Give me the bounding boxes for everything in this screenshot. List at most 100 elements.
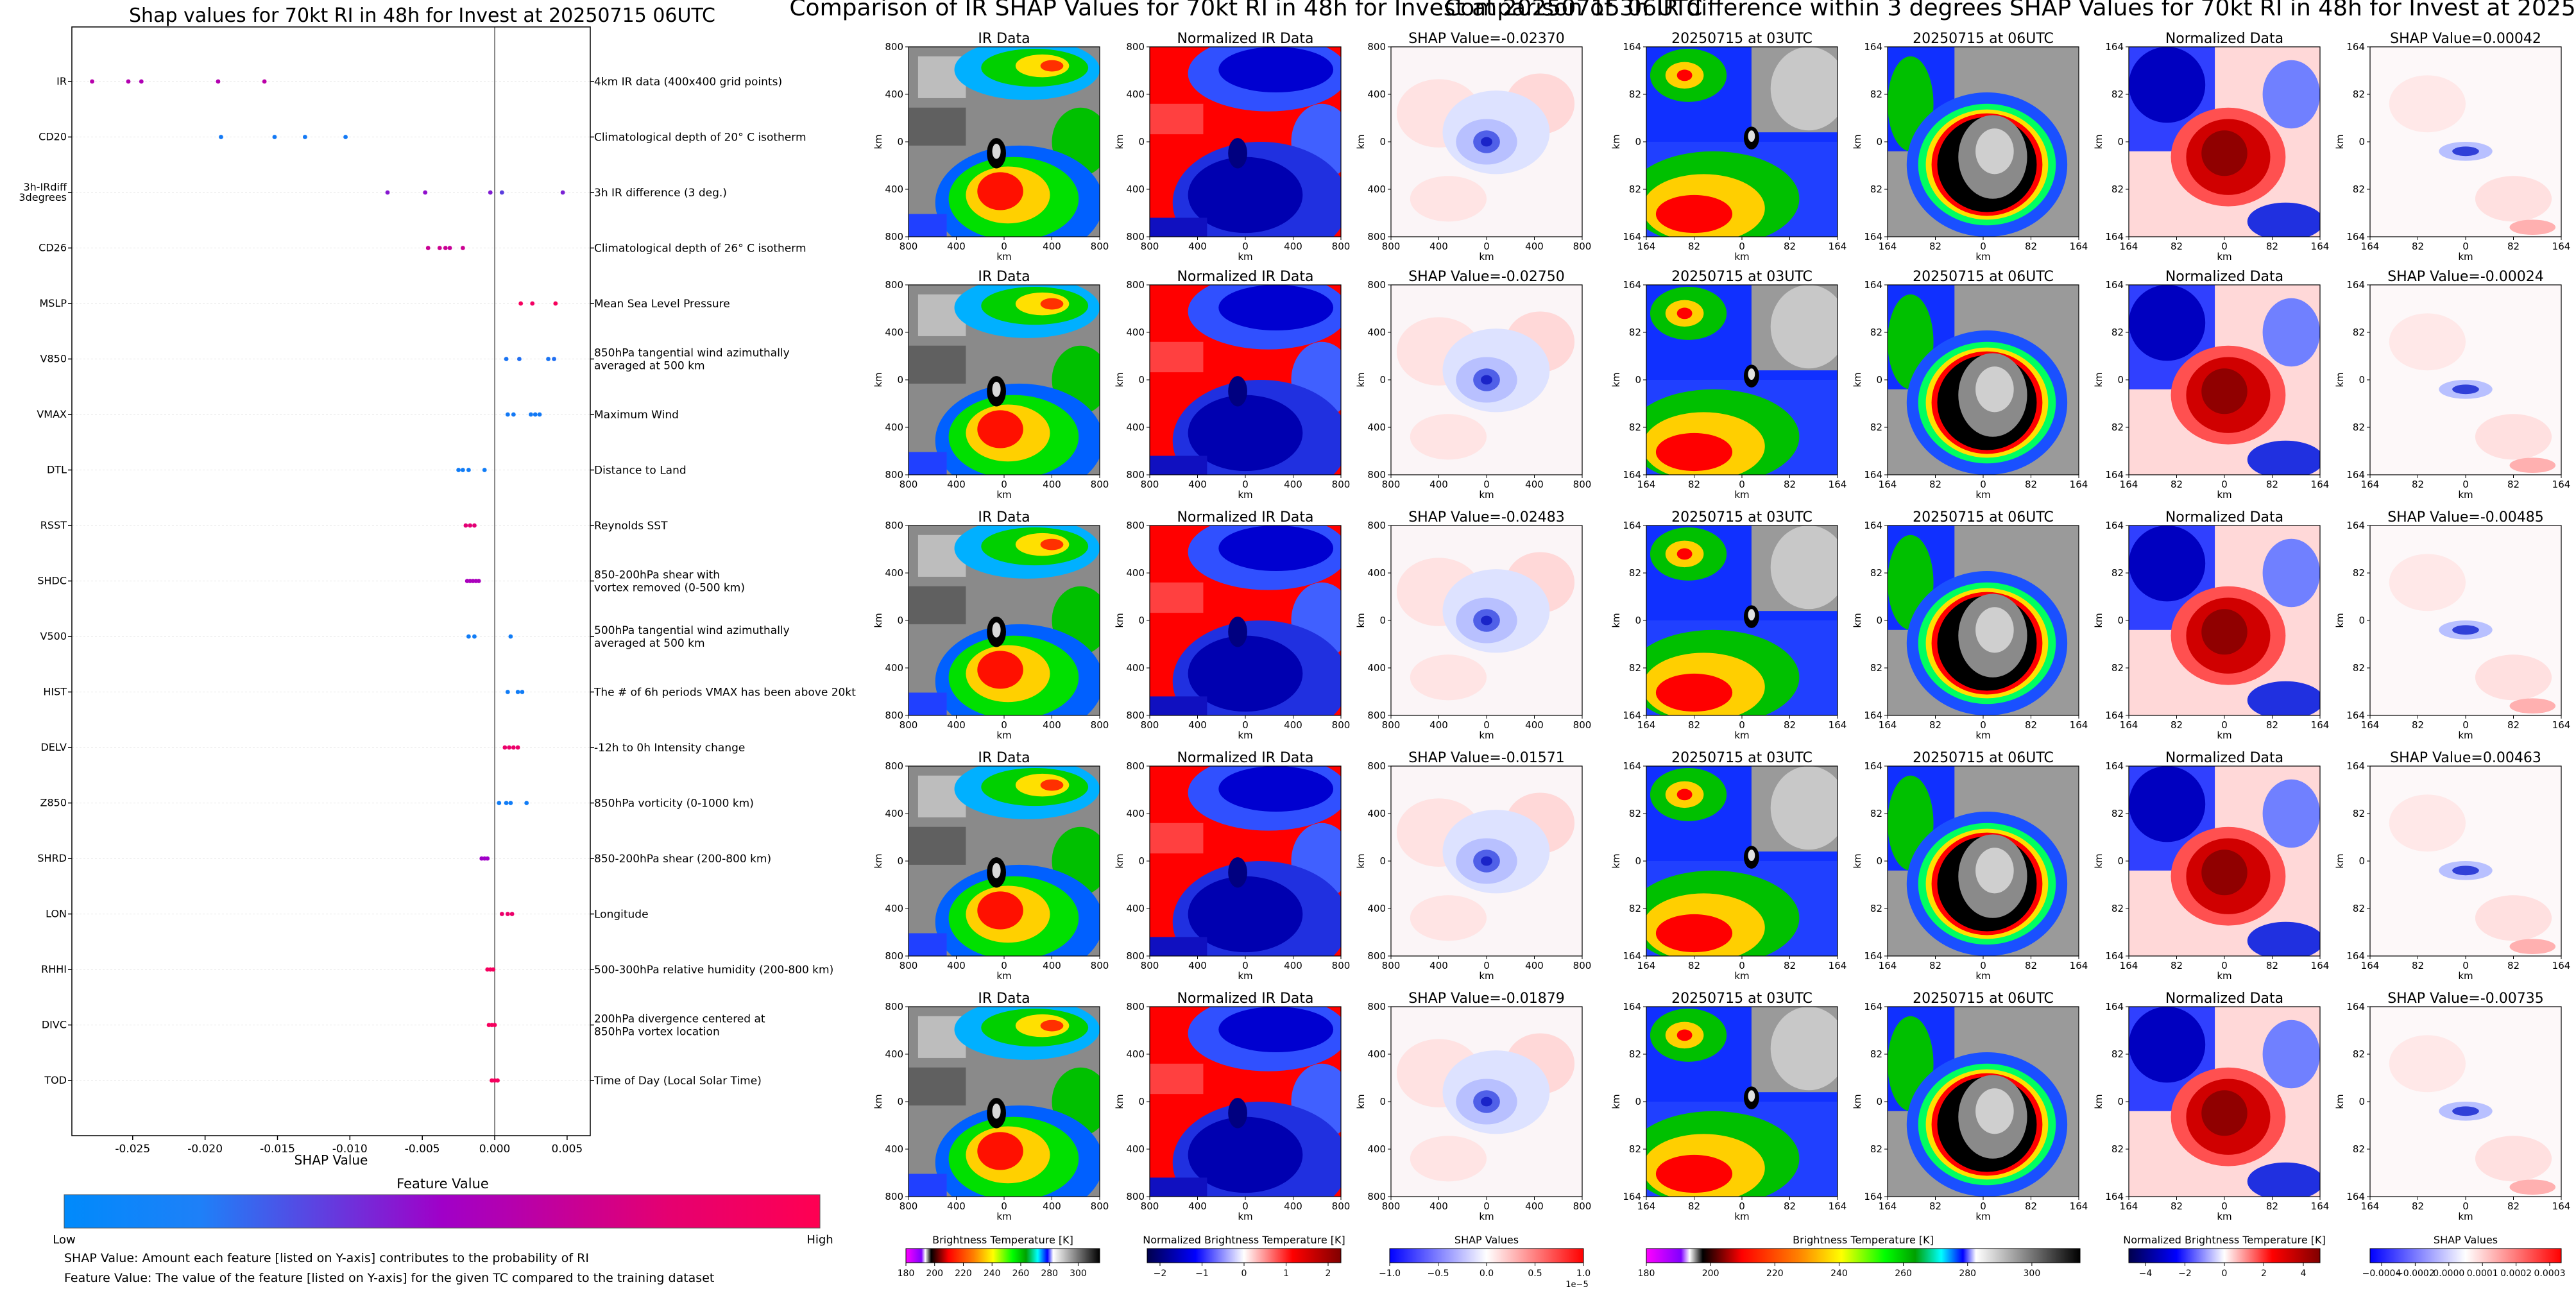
y-tick-label: 0 [1876,855,1882,867]
panel-title: Normalized Data [2165,509,2283,525]
x-tick-label: 82 [1688,1200,1700,1212]
y-axis-label: km [2093,134,2104,149]
shap-point [505,412,510,417]
x-tick-label: 82 [1688,960,1700,971]
ir-heatmap [908,1006,1100,1197]
feature-description: 850-200hPa shear with [594,569,720,582]
y-tick-label: 164 [1864,710,1882,721]
x-tick-label: 0 [2221,719,2228,731]
x-tick-label: 82 [2266,241,2278,252]
colorbar-tick-label: 0.0002 [2500,1268,2532,1279]
x-tick-label: 800 [900,241,918,252]
y-tick-label: 800 [1126,231,1145,243]
panel-title: Normalized IR Data [1177,31,1313,47]
note-feature-value: Feature Value: The value of the feature … [64,1271,714,1285]
y-tick-label: 82 [2111,1048,2124,1060]
colorbar-tick-label: 4 [2301,1268,2307,1279]
y-tick-label: 164 [1864,231,1882,243]
ir-diff-heatmap [1646,525,1838,716]
colorbar [2369,1248,2562,1263]
x-axis-label: km [2217,970,2231,982]
y-tick-label: 164 [1864,279,1882,291]
colorbar-tick-label: −1.0 [1379,1268,1401,1279]
ir-diff-heatmap [2369,284,2562,475]
x-tick-label: 82 [2171,479,2183,490]
x-tick-label: 800 [1141,241,1159,252]
shap-point [511,745,516,750]
right-panel-title: Comparison of 3h IR difference within 3 … [1444,0,2576,21]
x-tick-label: 0 [1980,479,1986,490]
feature-description: Reynolds SST [594,520,668,533]
y-tick-label: 0 [897,615,903,626]
y-tick-label: 82 [1870,662,1882,674]
y-tick-label: 164 [1623,950,1641,962]
y-tick-label: 800 [1367,710,1386,721]
y-tick-label: 400 [1367,184,1386,195]
y-tick-label: 400 [1367,1143,1386,1155]
y-tick-label: 164 [2346,279,2365,291]
x-tick-label: 800 [1332,479,1351,490]
x-tick-label: 164 [2361,960,2380,971]
shap-point [343,135,348,139]
y-tick-label: 800 [885,1001,903,1012]
y-tick-label: 164 [2105,469,2124,481]
x-tick-label: 82 [1784,960,1796,971]
x-tick-label: 0 [1739,241,1745,252]
panel-title: 20250715 at 06UTC [1913,991,2054,1007]
x-tick-label: 800 [1091,719,1109,731]
shap-point [460,246,465,250]
x-tick-label: 0 [1001,241,1007,252]
y-tick-label: 400 [1126,1048,1145,1060]
x-tick-label: 0 [2462,479,2469,490]
y-tick-label: 800 [1126,760,1145,772]
shap-point [530,301,535,306]
y-tick-label: 164 [1864,41,1882,53]
x-axis-label: km [1734,730,1749,741]
x-tick-label: 164 [2311,719,2330,731]
x-tick-label: 0 [1242,1200,1249,1212]
y-tick-label: 800 [1367,231,1386,243]
x-tick-label: 164 [2120,1200,2138,1212]
ir-heatmap [1149,1006,1342,1197]
y-tick-label: 400 [1367,662,1386,674]
x-tick-label: 0 [1980,1200,1986,1212]
ir-heatmap [1390,525,1583,716]
x-tick-label: 164 [2120,960,2138,971]
y-tick-label: 400 [885,422,903,433]
y-tick-label: 0 [1379,855,1386,867]
shap-point [126,79,131,84]
y-tick-label: 800 [885,1191,903,1202]
y-tick-label: 400 [1126,1143,1145,1155]
ir-diff-heatmap [2128,1006,2321,1197]
y-tick-label: 400 [885,808,903,819]
y-tick-label: 0 [1379,136,1386,148]
colorbar-tick-label: −4 [2139,1268,2153,1279]
shap-point [553,301,558,306]
y-tick-label: 800 [1367,1001,1386,1012]
colorbar-tick-label: −2 [1154,1268,1167,1279]
panel-title: SHAP Value=-0.02370 [1408,31,1565,47]
y-axis-label: km [2093,372,2104,387]
shap-point [520,690,525,694]
x-tick-label: 800 [1141,719,1159,731]
y-tick-label: 400 [1126,327,1145,338]
y-tick-label: 164 [2105,231,2124,243]
x-tick-label: 400 [1429,241,1448,252]
x-tick-label: 800 [1382,479,1401,490]
x-tick-label: 82 [2507,479,2520,490]
colorbar-tick-label: 220 [955,1268,972,1279]
y-tick-label: 82 [1870,184,1882,195]
y-tick-label: 800 [1367,1191,1386,1202]
panel-title: Normalized IR Data [1177,509,1313,525]
y-axis-label: km [1610,134,1622,149]
x-tick-label: 0 [1242,479,1249,490]
ir-heatmap [908,284,1100,475]
panel-title: Normalized IR Data [1177,750,1313,766]
x-tick-label: 82 [1929,719,1941,731]
x-tick-label: 82 [2025,960,2037,971]
y-tick-label: 800 [885,520,903,531]
x-tick-label: 400 [947,960,966,971]
shap-point [472,523,477,528]
y-tick-label: 400 [885,662,903,674]
shap-point [423,190,428,195]
